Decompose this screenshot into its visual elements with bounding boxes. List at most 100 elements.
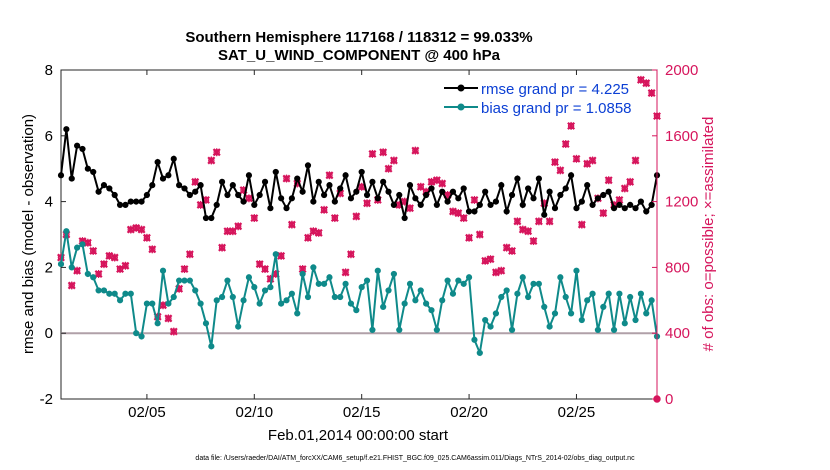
rmse-point bbox=[288, 195, 295, 202]
obs-assimilated-point bbox=[191, 177, 200, 186]
rmse-point bbox=[100, 182, 108, 189]
rmse-point bbox=[471, 208, 478, 215]
rmse-point bbox=[514, 175, 521, 182]
bias-series bbox=[57, 228, 661, 357]
legend-bias-label: bias grand pr = 1.0858 bbox=[481, 100, 632, 117]
obs-assimilated-point bbox=[631, 156, 640, 165]
rmse-point bbox=[363, 191, 371, 199]
x-tick-label: 02/25 bbox=[558, 404, 596, 421]
x-tick-label: 02/15 bbox=[343, 404, 381, 421]
rmse-point bbox=[433, 201, 440, 208]
rmse-point bbox=[390, 201, 398, 208]
rmse-point bbox=[331, 198, 338, 205]
obs-assimilated-point bbox=[604, 176, 613, 185]
obs-assimilated-point bbox=[647, 89, 656, 98]
bias-point bbox=[605, 290, 612, 297]
rmse-point bbox=[304, 162, 312, 169]
rmse-point bbox=[122, 201, 129, 208]
rmse-point bbox=[492, 198, 500, 205]
bias-point bbox=[374, 267, 381, 274]
rmse-point bbox=[643, 208, 650, 215]
rmse-point bbox=[165, 172, 172, 179]
y-axis-ticks: -2 0 2 4 6 8 bbox=[40, 62, 66, 408]
obs-assimilated-point bbox=[459, 214, 468, 223]
obs-assimilated-point bbox=[99, 260, 108, 269]
obs-count-markers bbox=[57, 75, 661, 403]
rmse-point bbox=[235, 191, 242, 199]
obs-assimilated-point bbox=[244, 194, 253, 203]
rmse-line bbox=[60, 129, 658, 219]
bias-point bbox=[594, 326, 602, 334]
bias-point bbox=[245, 274, 253, 281]
bias-point bbox=[202, 320, 210, 327]
legend: rmse grand pr = 4.225 bias grand pr = 1.… bbox=[444, 81, 632, 117]
bias-point bbox=[546, 323, 553, 330]
bias-point bbox=[111, 290, 118, 297]
rmse-point bbox=[525, 185, 532, 192]
y-axis-label: rmse and bias (model - observation) bbox=[20, 114, 37, 354]
rmse-point bbox=[127, 198, 134, 205]
rmse-point bbox=[149, 182, 156, 189]
rmse-point bbox=[605, 188, 612, 195]
obs-assimilated-point bbox=[497, 266, 506, 275]
bias-point bbox=[331, 293, 338, 301]
chart-title: Southern Hemisphere 117168 / 118312 = 99… bbox=[185, 29, 532, 46]
rmse-point bbox=[111, 191, 118, 199]
obs-assimilated-point bbox=[448, 207, 457, 216]
bias-point bbox=[541, 303, 548, 310]
rmse-point bbox=[648, 201, 655, 208]
obs-assimilated-point bbox=[368, 149, 377, 158]
rmse-point bbox=[584, 182, 591, 189]
obs-assimilated-point bbox=[159, 301, 167, 310]
obs-assimilated-point bbox=[287, 220, 296, 229]
bias-point bbox=[525, 293, 532, 301]
plot-background bbox=[60, 69, 658, 400]
rmse-point bbox=[546, 188, 553, 195]
bias-point bbox=[181, 277, 188, 284]
y-tick-label: 8 bbox=[45, 62, 53, 79]
rmse-point bbox=[503, 208, 510, 215]
obs-assimilated-point bbox=[261, 265, 270, 274]
rmse-point bbox=[278, 195, 285, 202]
rmse-point bbox=[632, 205, 639, 212]
obs-assimilated-point bbox=[234, 222, 243, 231]
obs-assimilated-point bbox=[599, 209, 608, 218]
obs-assimilated-point bbox=[406, 204, 414, 213]
obs-assimilated-point bbox=[524, 227, 533, 236]
bias-point bbox=[240, 297, 247, 304]
obs-assimilated-point bbox=[341, 268, 350, 277]
bias-point bbox=[299, 270, 306, 278]
rmse-point bbox=[369, 178, 376, 185]
bias-point bbox=[423, 300, 430, 307]
obs-assimilated-point bbox=[110, 253, 119, 262]
rmse-point bbox=[267, 205, 274, 212]
y2-tick-label: 1600 bbox=[665, 128, 698, 145]
bias-point bbox=[288, 290, 295, 297]
obs-assimilated-point bbox=[282, 174, 291, 183]
rmse-point bbox=[159, 175, 167, 182]
obs-assimilated-point bbox=[626, 177, 635, 186]
rmse-point bbox=[208, 214, 215, 222]
rmse-point bbox=[460, 185, 467, 192]
bias-point bbox=[342, 280, 349, 287]
obs-assimilated-point bbox=[304, 233, 312, 242]
rmse-point bbox=[176, 182, 183, 189]
obs-assimilated-point bbox=[545, 217, 554, 226]
bias-point bbox=[315, 280, 322, 287]
bias-point bbox=[186, 277, 193, 284]
bias-point bbox=[116, 297, 124, 304]
obs-assimilated-point bbox=[486, 255, 495, 264]
rmse-point bbox=[412, 195, 419, 202]
rmse-point bbox=[154, 159, 161, 166]
obs-assimilated-point bbox=[389, 156, 398, 165]
y-tick-label: 0 bbox=[45, 325, 53, 342]
obs-assimilated-point bbox=[508, 246, 517, 255]
bias-point bbox=[229, 293, 236, 301]
bias-point bbox=[551, 310, 559, 317]
bias-point bbox=[530, 280, 537, 287]
x-tick-label: 02/05 bbox=[128, 404, 166, 421]
bias-point bbox=[621, 320, 628, 327]
bias-point bbox=[610, 326, 618, 334]
bias-point bbox=[337, 293, 344, 301]
bias-point bbox=[347, 300, 355, 307]
